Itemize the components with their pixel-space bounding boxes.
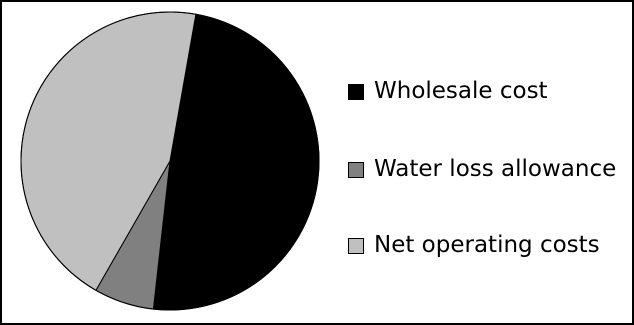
legend-swatch-net-operating-costs [348,237,364,254]
legend-swatch-water-loss-allowance [348,161,364,178]
legend-swatch-wholesale-cost [348,83,364,100]
legend-item-net-operating-costs: Net operating costs [348,234,600,257]
legend-item-water-loss-allowance: Water loss allowance [348,158,616,181]
pie-outline [20,11,320,311]
legend-label-wholesale-cost: Wholesale cost [374,78,548,104]
legend-label-water-loss-allowance: Water loss allowance [374,156,617,182]
legend-item-wholesale-cost: Wholesale cost [348,80,548,103]
legend-label-net-operating-costs: Net operating costs [374,232,600,258]
